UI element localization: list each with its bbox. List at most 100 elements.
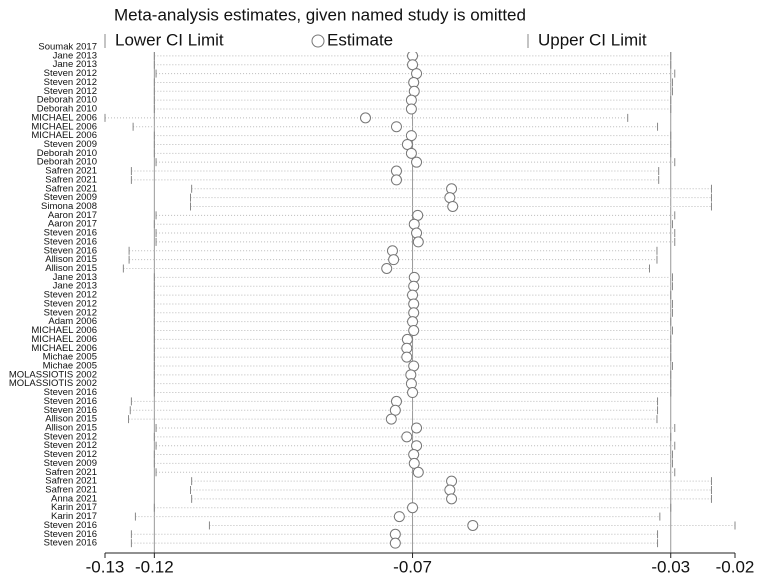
estimate-marker bbox=[385, 413, 397, 425]
estimate-marker bbox=[444, 484, 456, 496]
estimate-marker bbox=[405, 103, 417, 115]
study-label: Steven 2016 bbox=[44, 405, 97, 416]
study-label: MICHAEL 2006 bbox=[31, 112, 97, 123]
study-label: Steven 2009 bbox=[44, 458, 97, 469]
study-label: Steven 2012 bbox=[44, 431, 97, 442]
estimate-marker bbox=[412, 236, 424, 248]
study-label: Steven 2016 bbox=[44, 529, 97, 540]
study-label: Deborah 2010 bbox=[37, 95, 97, 106]
study-label: Steven 2012 bbox=[44, 77, 97, 88]
estimate-marker bbox=[408, 457, 420, 469]
study-label: Aaron 2017 bbox=[48, 210, 97, 221]
estimate-marker bbox=[405, 147, 417, 159]
study-label: MOLASSIOTIS 2002 bbox=[9, 369, 97, 380]
estimate-marker bbox=[407, 59, 419, 71]
estimate-marker bbox=[412, 466, 424, 478]
estimate-marker bbox=[411, 156, 423, 168]
study-label: MICHAEL 2006 bbox=[31, 325, 97, 336]
study-label: Safren 2021 bbox=[45, 467, 97, 478]
study-label: Anna 2021 bbox=[51, 493, 97, 504]
study-label: Allison 2015 bbox=[45, 254, 97, 265]
study-label: Aaron 2017 bbox=[48, 219, 97, 230]
x-tick-label: -0.13 bbox=[86, 557, 125, 576]
legend-label: Upper CI Limit bbox=[538, 30, 647, 49]
study-label: Steven 2012 bbox=[44, 298, 97, 309]
study-label: Steven 2016 bbox=[44, 228, 97, 239]
study-label: Steven 2009 bbox=[44, 139, 97, 150]
study-label: Adam 2006 bbox=[48, 316, 97, 327]
study-label: Jane 2013 bbox=[53, 59, 97, 70]
study-label: Steven 2012 bbox=[44, 68, 97, 79]
study-label: Steven 2012 bbox=[44, 290, 97, 301]
estimate-marker bbox=[467, 519, 479, 531]
estimate-marker bbox=[389, 404, 401, 416]
x-tick-label: -0.02 bbox=[716, 557, 755, 576]
estimate-marker bbox=[411, 227, 423, 239]
study-label: Steven 2016 bbox=[44, 236, 97, 247]
legend-symbol bbox=[311, 34, 325, 48]
estimate-marker bbox=[405, 130, 417, 142]
estimate-marker bbox=[359, 112, 371, 124]
study-label: Steven 2012 bbox=[44, 307, 97, 318]
rows bbox=[104, 40, 736, 558]
study-label: MICHAEL 2006 bbox=[31, 343, 97, 354]
estimate-marker bbox=[393, 511, 405, 523]
estimate-marker bbox=[407, 387, 419, 399]
study-label: Jane 2013 bbox=[53, 50, 97, 61]
study-label: MOLASSIOTIS 2002 bbox=[9, 378, 97, 389]
chart-title: Meta-analysis estimates, given named stu… bbox=[114, 5, 526, 24]
study-label: Steven 2009 bbox=[44, 192, 97, 203]
estimate-marker bbox=[389, 537, 401, 549]
study-label: Allison 2015 bbox=[45, 263, 97, 274]
legend-label: Estimate bbox=[327, 30, 393, 49]
study-label: Steven 2012 bbox=[44, 86, 97, 97]
study-label: Karin 2017 bbox=[51, 502, 97, 513]
study-label: Safren 2021 bbox=[45, 476, 97, 487]
study-label: Simona 2008 bbox=[41, 201, 97, 212]
study-label: Deborah 2010 bbox=[37, 148, 97, 159]
estimate-marker bbox=[408, 325, 420, 337]
study-label: Steven 2016 bbox=[44, 387, 97, 398]
study-label: MICHAEL 2006 bbox=[31, 334, 97, 345]
estimate-marker bbox=[446, 183, 458, 195]
estimate-marker bbox=[407, 502, 419, 514]
study-label: MICHAEL 2006 bbox=[31, 121, 97, 132]
study-label: Safren 2021 bbox=[45, 174, 97, 185]
study-label: Steven 2012 bbox=[44, 449, 97, 460]
study-label: Steven 2016 bbox=[44, 396, 97, 407]
estimate-marker bbox=[446, 493, 458, 505]
estimate-marker bbox=[381, 263, 393, 274]
study-label: Deborah 2010 bbox=[37, 157, 97, 168]
study-label: Jane 2013 bbox=[53, 272, 97, 283]
estimate-marker bbox=[401, 138, 413, 150]
study-label: MICHAEL 2006 bbox=[31, 130, 97, 141]
estimate-marker bbox=[401, 431, 413, 443]
study-label: Steven 2016 bbox=[44, 520, 97, 531]
legend: Meta-analysis estimates, given named stu… bbox=[103, 0, 753, 52]
estimate-marker bbox=[388, 254, 400, 266]
study-label: Allison 2015 bbox=[45, 422, 97, 433]
study-label: Safren 2021 bbox=[45, 183, 97, 194]
x-tick-label: -0.12 bbox=[135, 557, 174, 576]
study-label: Steven 2016 bbox=[44, 538, 97, 549]
estimate-marker bbox=[390, 174, 402, 186]
study-label: Jane 2013 bbox=[53, 281, 97, 292]
study-label: Deborah 2010 bbox=[37, 104, 97, 115]
legend-label: Lower CI Limit bbox=[115, 30, 224, 49]
study-label: Karin 2017 bbox=[51, 511, 97, 522]
estimate-marker bbox=[401, 351, 413, 363]
estimate-marker bbox=[411, 422, 423, 434]
study-label: Allison 2015 bbox=[45, 414, 97, 425]
study-label: Safren 2021 bbox=[45, 485, 97, 496]
study-label: Steven 2016 bbox=[44, 245, 97, 256]
x-tick-label: -0.03 bbox=[651, 557, 690, 576]
estimate-marker bbox=[446, 475, 458, 487]
study-label: Safren 2021 bbox=[45, 166, 97, 177]
study-label: Michae 2005 bbox=[43, 352, 97, 363]
study-label: Michae 2005 bbox=[43, 360, 97, 371]
estimate-marker bbox=[447, 200, 459, 212]
estimate-marker bbox=[390, 121, 402, 133]
legend-background bbox=[103, 0, 753, 52]
x-tick-label: -0.07 bbox=[393, 557, 432, 576]
